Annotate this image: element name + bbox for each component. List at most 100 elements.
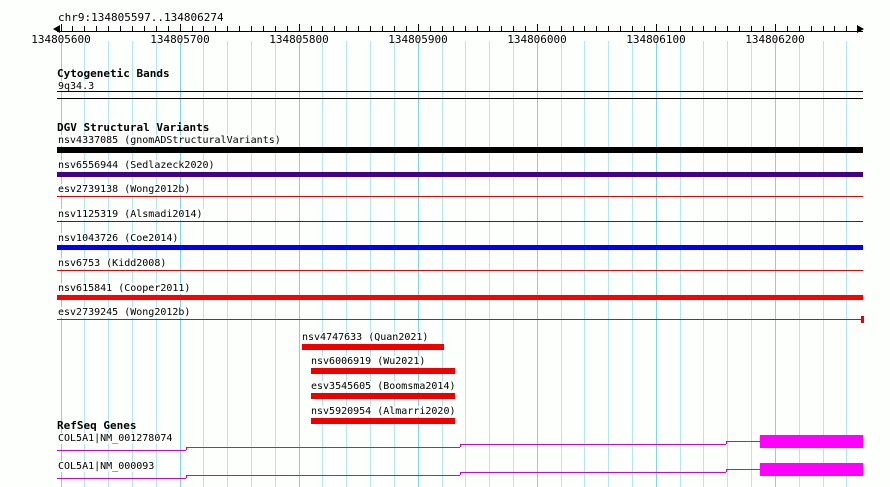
dgv-variant-bar[interactable] <box>57 221 863 222</box>
refseq-gene-label[interactable]: COL5A1|NM_001278074 <box>58 433 175 444</box>
gridline <box>489 41 490 487</box>
gene-intron-line <box>726 469 760 470</box>
ruler-tick <box>513 26 514 31</box>
ruler-tick <box>180 24 181 31</box>
gridline <box>227 41 228 487</box>
ruler-tick <box>203 26 204 31</box>
ruler-tick <box>715 26 716 31</box>
ruler-tick <box>608 26 609 31</box>
arrow-right-icon[interactable] <box>857 25 864 33</box>
ruler-tick <box>549 26 550 31</box>
ruler-tick <box>489 26 490 31</box>
dgv-variant-bar[interactable] <box>57 319 861 320</box>
dgv-variant-label[interactable]: nsv6753 (Kidd2008) <box>58 258 169 269</box>
gene-exon-block[interactable] <box>760 463 863 476</box>
gene-intron-connector <box>460 472 461 475</box>
ruler-tick <box>358 26 359 31</box>
gridline <box>656 41 657 487</box>
ruler-tick <box>132 26 133 31</box>
ruler-tick <box>299 24 300 31</box>
dgv-variant-label[interactable]: esv2739138 (Wong2012b) <box>58 184 193 195</box>
ruler-tick <box>251 26 252 31</box>
ruler-tick <box>168 26 169 31</box>
gene-intron-connector <box>726 469 727 472</box>
ruler-tick <box>632 26 633 31</box>
ruler-tick <box>644 26 645 31</box>
ruler-tick <box>61 24 62 31</box>
refseq-gene-label[interactable]: COL5A1|NM_000093 <box>58 461 157 472</box>
ruler-tick <box>275 26 276 31</box>
dgv-variant-label[interactable]: nsv6556944 (Sedlazeck2020) <box>58 160 217 171</box>
ruler-tick <box>596 26 597 31</box>
dgv-variant-bar[interactable] <box>57 196 863 197</box>
ruler-tick <box>692 26 693 31</box>
ruler-tick <box>334 26 335 31</box>
ruler-tick <box>96 26 97 31</box>
gene-intron-line <box>57 478 186 479</box>
ruler-tick <box>108 26 109 31</box>
cytoband-label-9q34-3[interactable]: 9q34.3 <box>58 81 97 92</box>
gridline <box>584 41 585 487</box>
ruler-tick-label: 134806200 <box>745 33 805 46</box>
gridline <box>751 41 752 487</box>
ruler-tick <box>584 26 585 31</box>
ruler-tick <box>811 26 812 31</box>
gene-exon-block[interactable] <box>760 435 863 448</box>
dgv-variant-bar[interactable] <box>311 393 455 399</box>
ruler-tick <box>561 26 562 31</box>
dgv-variant-label[interactable]: nsv1125319 (Alsmadi2014) <box>58 209 205 220</box>
dgv-variant-bar[interactable] <box>57 172 863 177</box>
gridline <box>513 41 514 487</box>
dgv-variant-label[interactable]: nsv4337085 (gnomADStructuralVariants) <box>58 135 283 146</box>
gridline <box>561 41 562 487</box>
coordinate-ruler[interactable]: chr9:134805597..134806274 134805600 13480… <box>0 0 890 46</box>
dgv-variant-label[interactable]: nsv615841 (Cooper2011) <box>58 283 193 294</box>
dgv-variant-bar[interactable] <box>302 344 444 350</box>
ruler-tick <box>787 26 788 31</box>
dgv-variant-label[interactable]: nsv1043726 (Coe2014) <box>58 233 181 244</box>
dgv-variant-label[interactable]: nsv4747633 (Quan2021) <box>302 332 431 343</box>
ruler-tick <box>406 26 407 31</box>
dgv-variant-bar[interactable] <box>57 147 863 153</box>
ruler-tick <box>453 26 454 31</box>
gridline <box>180 41 181 487</box>
dgv-variant-bar[interactable] <box>311 368 455 374</box>
gridline <box>846 41 847 487</box>
ruler-tick <box>227 26 228 31</box>
dgv-variant-label[interactable]: nsv6006919 (Wu2021) <box>311 356 428 367</box>
ruler-tick <box>846 26 847 31</box>
ruler-tick <box>573 26 574 31</box>
dgv-variant-label[interactable]: esv2739245 (Wong2012b) <box>58 307 193 318</box>
dgv-variant-bar[interactable] <box>57 270 863 271</box>
ruler-tick <box>156 26 157 31</box>
ruler-tick <box>72 26 73 31</box>
gene-intron-connector <box>726 441 727 444</box>
region-coordinate-label: chr9:134805597..134806274 <box>58 11 224 24</box>
ruler-tick <box>703 26 704 31</box>
ruler-tick <box>858 26 859 31</box>
ruler-tick <box>501 26 502 31</box>
ruler-tick <box>215 26 216 31</box>
dgv-variant-label[interactable]: nsv5920954 (Almarri2020) <box>311 406 458 417</box>
dgv-variant-bar[interactable] <box>311 418 455 424</box>
gene-intron-line <box>186 447 460 448</box>
gene-intron-line <box>726 441 760 442</box>
cytoband-divider-bottom <box>57 98 863 99</box>
ruler-axis-line <box>57 31 863 32</box>
ruler-tick <box>84 26 85 31</box>
ruler-tick <box>680 26 681 31</box>
dgv-variant-label[interactable]: esv3545605 (Boomsma2014) <box>311 381 458 392</box>
ruler-tick-label: 134806100 <box>626 33 686 46</box>
ruler-tick <box>799 26 800 31</box>
gene-intron-line <box>460 472 726 473</box>
arrow-left-icon[interactable] <box>53 25 60 33</box>
gridline <box>727 41 728 487</box>
gridline <box>632 41 633 487</box>
ruler-tick <box>751 26 752 31</box>
dgv-variant-bar[interactable] <box>57 295 863 300</box>
ruler-tick <box>430 26 431 31</box>
ruler-tick <box>763 26 764 31</box>
ruler-tick <box>287 26 288 31</box>
gene-intron-line <box>186 475 460 476</box>
dgv-variant-bar[interactable] <box>57 245 863 250</box>
